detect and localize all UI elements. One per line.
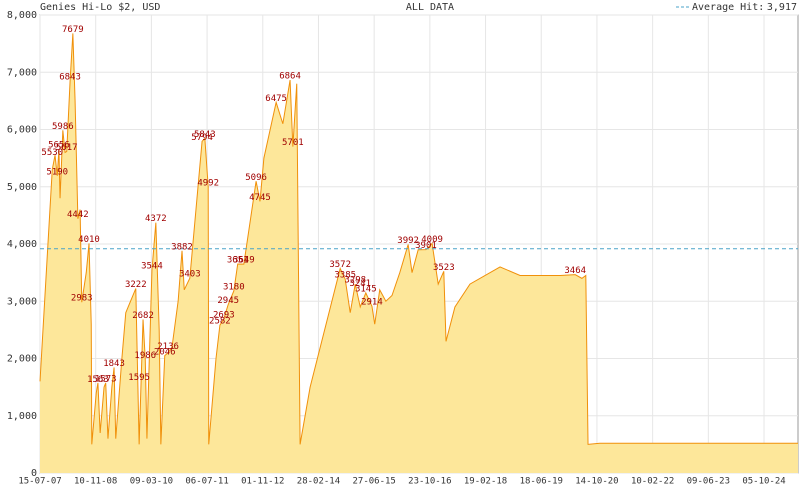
data-label: 4442 xyxy=(67,210,89,220)
data-label: 6843 xyxy=(59,73,81,83)
data-label: 5794 xyxy=(191,133,213,143)
data-label: 1986 xyxy=(134,351,156,361)
data-label: 5190 xyxy=(46,167,68,177)
x-tick-label: 09-03-10 xyxy=(130,477,173,487)
data-label: 5617 xyxy=(56,143,78,153)
data-label: 6864 xyxy=(279,72,301,82)
data-label: 2682 xyxy=(132,311,154,321)
data-label: 6475 xyxy=(265,94,287,104)
y-tick-label: 5,000 xyxy=(7,182,37,193)
data-label: 2582 xyxy=(209,317,231,327)
legend-value: 3,917 xyxy=(767,2,797,13)
data-label: 5096 xyxy=(245,173,267,183)
x-tick-label: 01-11-12 xyxy=(241,477,284,487)
data-label: 2914 xyxy=(361,298,383,308)
data-label: 4992 xyxy=(197,179,219,189)
data-label: 3523 xyxy=(433,263,455,273)
x-tick-label: 09-06-23 xyxy=(687,477,730,487)
data-label: 7679 xyxy=(62,25,84,35)
area-fill xyxy=(40,33,798,473)
data-label: 3385 xyxy=(334,271,356,281)
y-tick-label: 6,000 xyxy=(7,125,37,136)
data-label: 4010 xyxy=(78,235,100,245)
data-label: 4745 xyxy=(249,193,271,203)
data-label: 1595 xyxy=(128,373,150,383)
legend-label: Average Hit: xyxy=(692,2,764,13)
data-label: 3464 xyxy=(564,266,586,276)
data-label: 2046 xyxy=(154,347,176,357)
chart-title: Genies Hi-Lo $2, USD xyxy=(40,2,160,13)
data-label: 5656 xyxy=(48,141,70,151)
data-label: 3882 xyxy=(171,242,193,252)
data-label: 1563 xyxy=(87,375,109,385)
data-label: 1843 xyxy=(103,359,125,369)
x-tick-label: 19-02-18 xyxy=(464,477,507,487)
data-label: 5843 xyxy=(194,130,216,140)
data-label: 3145 xyxy=(355,284,377,294)
x-tick-label: 23-10-16 xyxy=(408,477,451,487)
y-tick-label: 3,000 xyxy=(7,296,37,307)
data-label: 3180 xyxy=(223,282,245,292)
y-tick-label: 0 xyxy=(31,468,37,479)
data-label: 3222 xyxy=(125,280,147,290)
x-tick-label: 10-02-22 xyxy=(631,477,674,487)
data-label: 5701 xyxy=(282,138,304,148)
data-label: 4372 xyxy=(145,214,167,224)
line xyxy=(39,33,798,445)
data-label: 3901 xyxy=(415,241,437,251)
data-label: 3544 xyxy=(141,262,163,272)
data-label: 2693 xyxy=(213,310,235,320)
data-label: 5530 xyxy=(41,148,63,158)
data-label: 3403 xyxy=(179,270,201,280)
data-label: 2945 xyxy=(217,296,239,306)
y-tick-label: 2,000 xyxy=(7,354,37,365)
data-label: 3651 xyxy=(227,255,249,265)
data-label: 2136 xyxy=(157,342,179,352)
y-tick-label: 8,000 xyxy=(7,10,37,21)
data-label: 5986 xyxy=(52,122,74,132)
y-tick-label: 7,000 xyxy=(7,67,37,78)
x-tick-label: 06-07-11 xyxy=(185,477,228,487)
data-label: 3298 xyxy=(344,276,366,286)
x-tick-label: 15-07-07 xyxy=(18,477,61,487)
x-tick-label: 14-10-20 xyxy=(575,477,618,487)
chart-subtitle: ALL DATA xyxy=(406,2,454,13)
data-label: 3649 xyxy=(233,256,255,266)
y-tick-label: 1,000 xyxy=(7,411,37,422)
data-label: 2983 xyxy=(71,294,93,304)
x-tick-label: 18-06-19 xyxy=(520,477,563,487)
y-tick-label: 4,000 xyxy=(7,239,37,250)
x-tick-label: 05-10-24 xyxy=(742,477,785,487)
x-tick-label: 28-02-14 xyxy=(297,477,340,487)
data-label: 1573 xyxy=(95,374,117,384)
data-label: 3992 xyxy=(397,236,419,246)
x-tick-label: 27-06-15 xyxy=(352,477,395,487)
data-label: 3241 xyxy=(349,279,371,289)
data-label: 4009 xyxy=(421,235,443,245)
x-tick-label: 10-11-08 xyxy=(74,477,117,487)
data-label: 3572 xyxy=(329,260,351,270)
